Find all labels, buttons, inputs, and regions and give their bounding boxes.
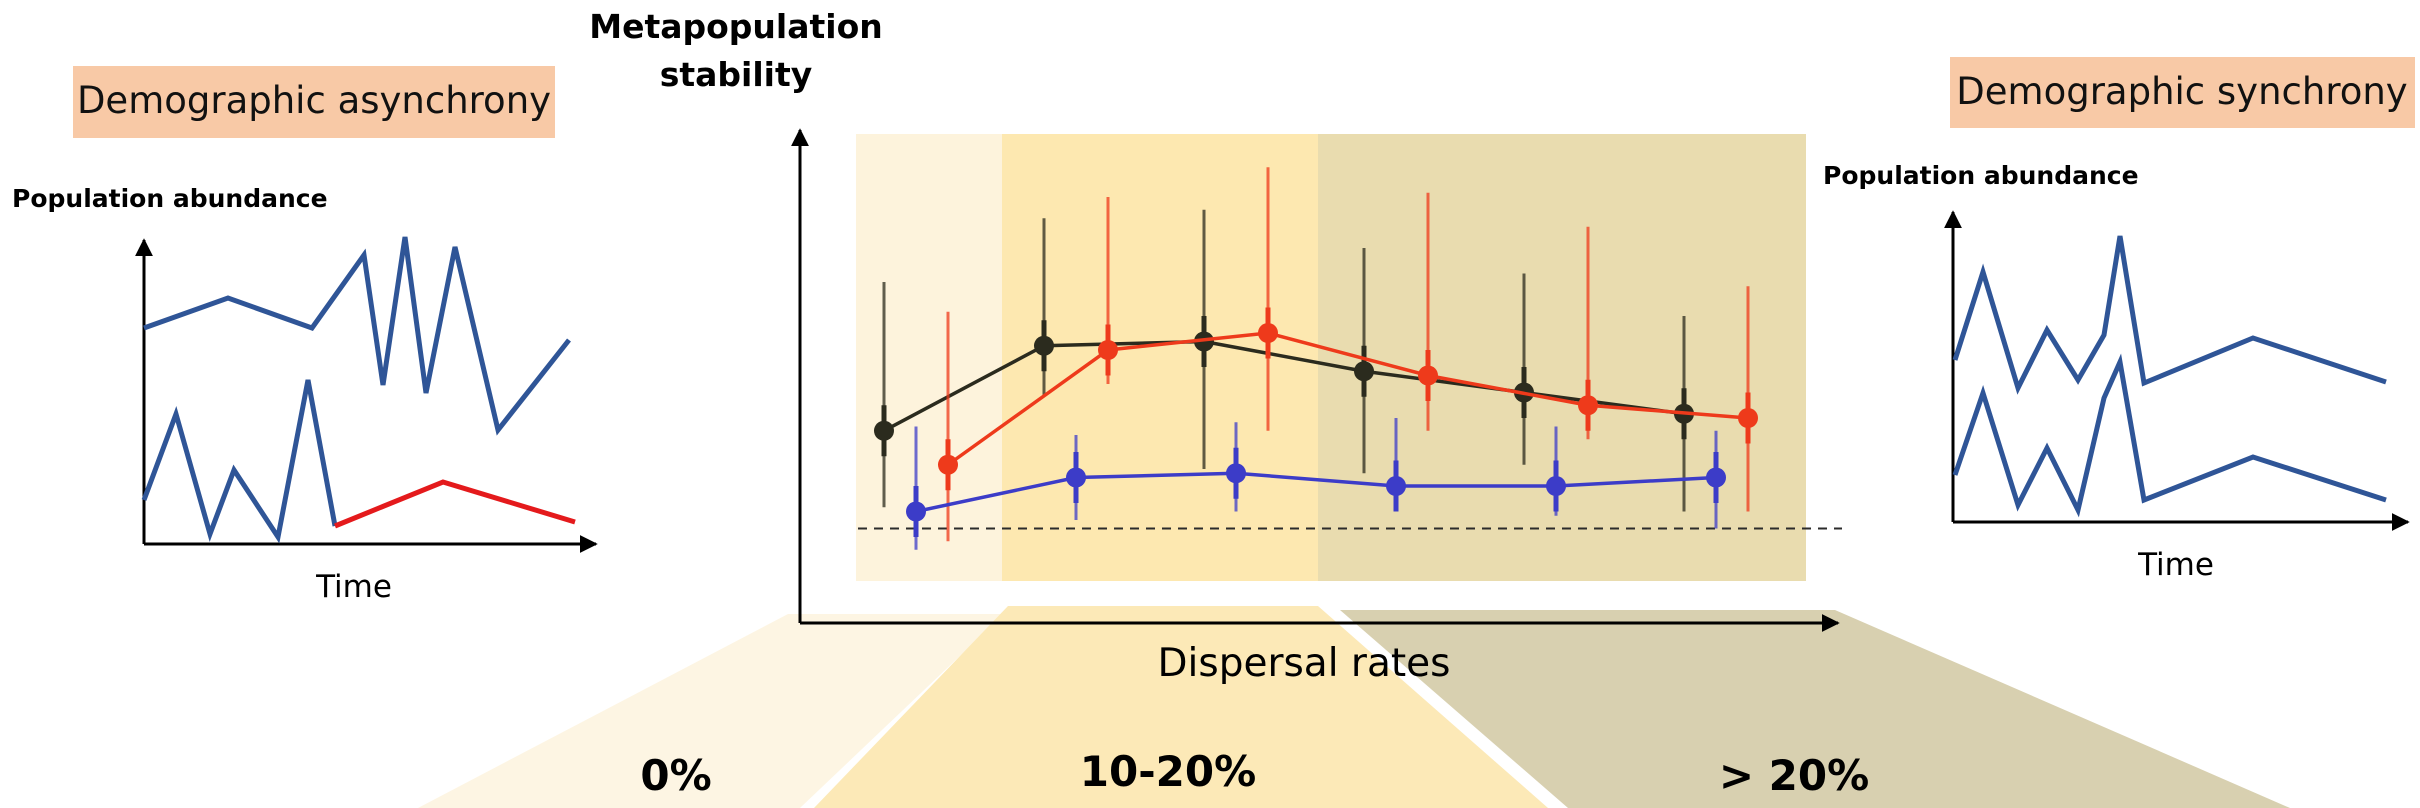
synchrony-badge-bg <box>1950 57 2415 128</box>
data-point-red <box>1418 365 1438 386</box>
data-point-blue <box>1706 467 1726 488</box>
right-x-axis-label: Time <box>2137 547 2214 583</box>
center-y-axis-label-line1: Metapopulation <box>589 7 883 46</box>
left-population-upper-line <box>143 236 571 436</box>
data-point-black <box>874 420 894 441</box>
series-line-blue <box>915 471 1717 514</box>
dispersal-band-trapezoids: 0% 10-20% > 20% <box>418 606 2290 808</box>
right-panel: Demographic synchrony Population abundan… <box>1823 57 2415 583</box>
asynchrony-badge-bg <box>73 66 555 138</box>
band-gt20-trapezoid <box>1340 610 2290 808</box>
band-gt20-background <box>1318 134 1806 581</box>
series-blue <box>906 418 1726 550</box>
band-gt20-label: > 20% <box>1719 751 1869 800</box>
left-y-axis-label: Population abundance <box>12 184 328 213</box>
left-population-red-line <box>334 479 576 529</box>
left-population-lower-line <box>141 379 338 544</box>
center-chart: Metapopulation stability Dispersal rates <box>589 7 1842 686</box>
center-x-axis-label: Dispersal rates <box>1158 641 1451 686</box>
data-point-red <box>1738 408 1758 428</box>
center-y-axis-label-line2: stability <box>660 55 813 94</box>
data-point-red <box>938 454 958 475</box>
series-line-black <box>883 339 1685 433</box>
data-point-blue <box>1386 476 1406 496</box>
data-point-red <box>1098 340 1118 360</box>
data-point-red <box>1258 323 1278 343</box>
right-population-lower-line <box>1952 353 2387 518</box>
right-y-axis-label: Population abundance <box>1823 161 2139 190</box>
data-point-blue <box>906 501 926 522</box>
right-population-upper-line <box>1952 235 2387 395</box>
band-0-label: 0% <box>640 751 711 800</box>
data-point-blue <box>1226 463 1246 484</box>
band-10-20-background <box>1002 134 1318 581</box>
series-layer <box>874 167 1758 550</box>
left-panel: Demographic asynchrony Population abunda… <box>12 66 598 605</box>
asynchrony-badge-label: Demographic asynchrony <box>77 79 551 122</box>
data-point-black <box>1034 335 1054 356</box>
band-0-background <box>856 134 1002 581</box>
data-point-red <box>1578 395 1598 416</box>
data-point-blue <box>1546 476 1566 496</box>
left-x-axis-label: Time <box>315 569 392 605</box>
data-point-blue <box>1066 467 1086 488</box>
band-0-trapezoid <box>418 614 1004 808</box>
band-10-20-trapezoid <box>814 606 1548 808</box>
band-10-20-label: 10-20% <box>1080 747 1256 796</box>
synchrony-badge-label: Demographic synchrony <box>1956 70 2407 113</box>
series-line-red <box>946 331 1749 467</box>
data-point-black <box>1354 361 1374 382</box>
